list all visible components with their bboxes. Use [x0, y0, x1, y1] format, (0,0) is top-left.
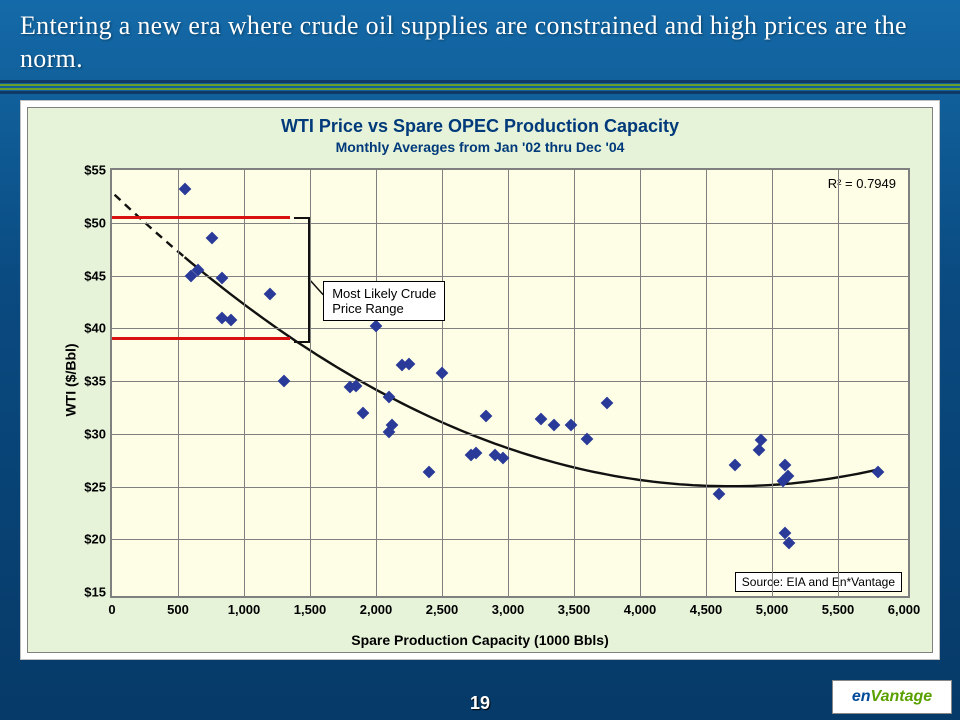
x-tick-label: 1,500	[294, 602, 327, 617]
slide-title: Entering a new era where crude oil suppl…	[20, 10, 940, 75]
x-tick-label: 2,500	[426, 602, 459, 617]
chart-subtitle: Monthly Averages from Jan '02 thru Dec '…	[28, 139, 932, 155]
logo-text-1: en	[852, 688, 871, 706]
y-tick-label: $15	[84, 585, 106, 600]
x-tick-label: 3,000	[492, 602, 525, 617]
x-tick-label: 4,500	[690, 602, 723, 617]
page-number: 19	[470, 693, 490, 714]
y-tick-label: $40	[84, 321, 106, 336]
y-tick-label: $35	[84, 374, 106, 389]
price-range-label: Most Likely Crude Price Range	[323, 281, 445, 321]
x-axis-label: Spare Production Capacity (1000 Bbls)	[28, 632, 932, 648]
x-tick-label: 3,500	[558, 602, 591, 617]
chart-container: WTI Price vs Spare OPEC Production Capac…	[20, 100, 940, 660]
x-tick-label: 500	[167, 602, 189, 617]
x-tick-label: 5,000	[756, 602, 789, 617]
x-tick-label: 4,000	[624, 602, 657, 617]
x-tick-label: 2,000	[360, 602, 393, 617]
x-tick-label: 6,000	[888, 602, 921, 617]
x-tick-label: 5,500	[822, 602, 855, 617]
y-tick-label: $30	[84, 426, 106, 441]
price-range-line	[112, 337, 290, 340]
x-tick-label: 1,000	[228, 602, 261, 617]
price-range-bracket	[294, 217, 310, 342]
plot-area: R² = 0.7949 Source: EIA and En*Vantage $…	[110, 168, 910, 598]
y-tick-label: $45	[84, 268, 106, 283]
chart-background: WTI Price vs Spare OPEC Production Capac…	[27, 107, 933, 653]
slide: Entering a new era where crude oil suppl…	[0, 0, 960, 720]
x-tick-label: 0	[108, 602, 115, 617]
y-tick-label: $20	[84, 532, 106, 547]
price-range-line	[112, 216, 290, 219]
y-axis-label: WTI ($/Bbl)	[63, 343, 79, 416]
chart-title: WTI Price vs Spare OPEC Production Capac…	[28, 116, 932, 137]
y-tick-label: $55	[84, 163, 106, 178]
y-tick-label: $50	[84, 215, 106, 230]
logo: enVantage	[832, 680, 952, 714]
source-box: Source: EIA and En*Vantage	[735, 572, 902, 592]
y-tick-label: $25	[84, 479, 106, 494]
logo-text-2: Vantage	[871, 688, 933, 706]
divider	[0, 80, 960, 94]
